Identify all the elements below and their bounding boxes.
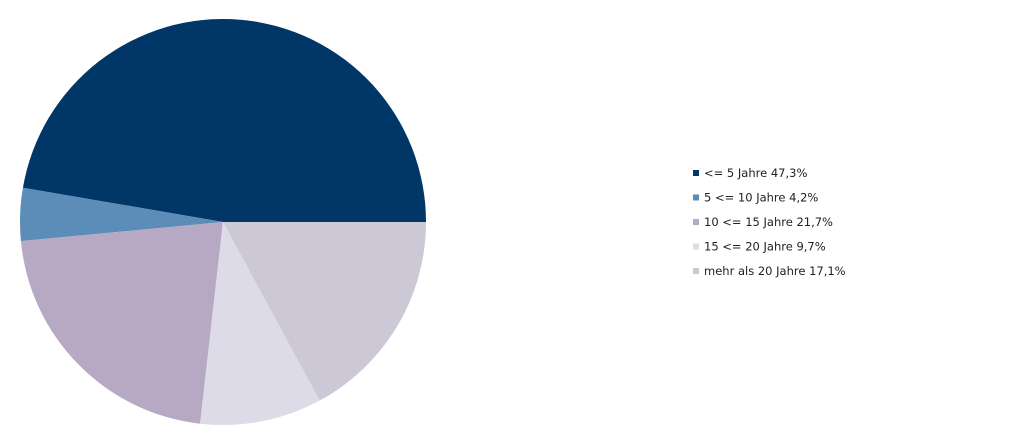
legend-label: 5 <= 10 Jahre 4,2% [704,190,818,204]
legend: <= 5 Jahre 47,3% 5 <= 10 Jahre 4,2% 10 <= … [693,166,846,278]
legend-label: <= 5 Jahre 47,3% [704,166,807,180]
legend-swatch [693,243,699,250]
pie-slice [223,222,426,401]
legend-name: <= 5 Jahre [704,166,767,180]
legend-swatch [693,170,699,176]
legend-swatch [693,268,699,274]
legend-label: 10 <= 15 Jahre 21,7% [704,215,833,229]
legend-name: 15 <= 20 Jahre [704,239,793,253]
legend-value: 17,1% [809,264,846,278]
pie-slice [20,187,224,242]
legend-value: 4,2% [789,190,818,204]
legend-value: 47,3% [771,166,808,180]
legend-label: 15 <= 20 Jahre 9,7% [704,239,826,253]
pie-slice [22,19,426,222]
legend-label: mehr als 20 Jahre 17,1% [704,264,846,278]
legend-name: 10 <= 15 Jahre [704,215,793,229]
legend-value: 21,7% [796,215,833,229]
legend-value: 9,7% [796,239,825,253]
legend-name: 5 <= 10 Jahre [704,190,785,204]
legend-name: mehr als 20 Jahre [704,264,805,278]
legend-swatch [693,194,699,201]
legend-swatch [693,219,699,225]
pie-slice [200,222,320,425]
pie-slice [20,222,223,424]
